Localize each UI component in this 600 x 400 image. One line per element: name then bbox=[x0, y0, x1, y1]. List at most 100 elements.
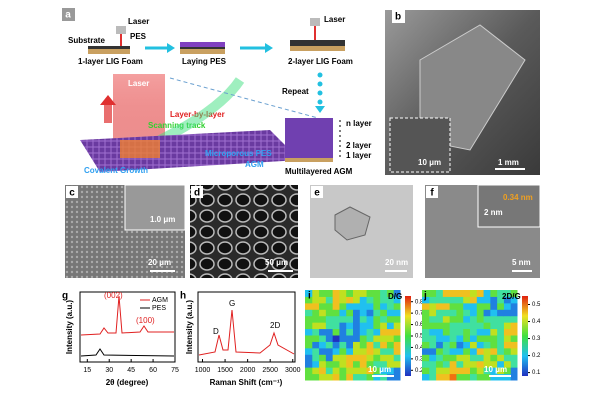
map-cell bbox=[442, 328, 450, 336]
map-cell bbox=[422, 347, 430, 355]
map-cell bbox=[366, 296, 374, 304]
map-cell bbox=[345, 367, 353, 375]
label-box bbox=[426, 186, 438, 198]
map-cell bbox=[366, 360, 374, 368]
map-cell bbox=[442, 290, 450, 297]
map-cell bbox=[449, 296, 457, 304]
map-cell bbox=[318, 290, 326, 297]
axes bbox=[197, 291, 296, 363]
map-cell bbox=[449, 335, 457, 342]
map-cell bbox=[352, 328, 360, 336]
map-cell bbox=[325, 360, 333, 368]
map-cell bbox=[311, 354, 320, 362]
peak-label: (002) bbox=[104, 291, 123, 300]
map-cell bbox=[318, 341, 326, 349]
map-cell bbox=[332, 309, 340, 317]
arrow-head bbox=[167, 43, 175, 53]
map-cell bbox=[469, 367, 477, 375]
map-cell bbox=[476, 309, 484, 317]
map-cell bbox=[462, 302, 470, 310]
scale-bar bbox=[512, 270, 532, 272]
map-cell bbox=[338, 296, 347, 304]
map-cell bbox=[483, 373, 491, 381]
map-cell bbox=[379, 302, 387, 310]
map-cell bbox=[345, 335, 353, 342]
map-cell bbox=[489, 302, 498, 310]
map-cell bbox=[318, 354, 326, 362]
map-cell bbox=[489, 341, 498, 349]
map-cell bbox=[332, 322, 340, 330]
map-cell bbox=[489, 296, 498, 304]
text: Repeat bbox=[282, 87, 309, 96]
arrow-head bbox=[265, 43, 273, 53]
map-cell bbox=[372, 315, 381, 323]
map-cell bbox=[510, 373, 518, 381]
map-cell bbox=[372, 341, 381, 349]
map-cell bbox=[442, 315, 450, 323]
colorbar-tick-label: 0.4 bbox=[532, 319, 541, 325]
map-cell bbox=[325, 290, 333, 297]
map-cell bbox=[305, 296, 313, 304]
map-cell bbox=[393, 367, 401, 375]
map-cell bbox=[496, 354, 504, 362]
panel-a: a Laser Substrate PES 1-layer LIG Foam L… bbox=[62, 8, 372, 176]
map-cell bbox=[318, 328, 326, 336]
colorbar bbox=[522, 296, 528, 376]
map-cell bbox=[476, 360, 484, 368]
map-cell bbox=[366, 373, 374, 381]
scale-bar bbox=[372, 375, 394, 377]
sem-image bbox=[190, 185, 298, 278]
map-cell bbox=[442, 367, 450, 375]
map-cell bbox=[345, 296, 353, 304]
map-cell bbox=[483, 347, 491, 355]
panel-e: e 20 nm bbox=[310, 185, 413, 278]
map-cell bbox=[332, 290, 340, 297]
map-cell bbox=[428, 367, 437, 375]
map-cell bbox=[359, 354, 367, 362]
map-cell bbox=[311, 360, 320, 368]
map-cell bbox=[379, 309, 387, 317]
map-cell bbox=[422, 354, 430, 362]
map-cell bbox=[366, 309, 374, 317]
map-cell bbox=[352, 354, 360, 362]
map-cell bbox=[379, 315, 387, 323]
text: 2-layer LIG Foam bbox=[288, 57, 353, 66]
y-axis-label: Intensity (a.u.) bbox=[65, 300, 74, 355]
map-cell bbox=[311, 335, 320, 342]
layer bbox=[290, 40, 345, 43]
text: 1-layer LIG Foam bbox=[78, 57, 143, 66]
colorbar-tick-label: 0.5 bbox=[415, 334, 424, 340]
map-cell bbox=[449, 373, 457, 381]
text: Laser bbox=[128, 17, 149, 26]
map-cell bbox=[503, 328, 511, 336]
map-cell bbox=[469, 328, 477, 336]
map-cell bbox=[455, 367, 464, 375]
map-cell bbox=[503, 290, 511, 297]
map-cell bbox=[476, 335, 484, 342]
x-tick-label: 15 bbox=[83, 367, 91, 374]
map-cell bbox=[325, 322, 333, 330]
label-box bbox=[62, 8, 75, 21]
map-cell bbox=[510, 347, 518, 355]
map-cell bbox=[476, 302, 484, 310]
map-cell bbox=[455, 315, 464, 323]
map-cell bbox=[503, 296, 511, 304]
map-cell bbox=[489, 367, 498, 375]
map-cell bbox=[372, 296, 381, 304]
map-cell bbox=[476, 367, 484, 375]
colorbar-tick-label: 0.2 bbox=[532, 353, 541, 359]
map-cell bbox=[372, 360, 381, 368]
panel-label: b bbox=[395, 12, 401, 23]
panel-c: c 1.0 μm 20 μm bbox=[65, 184, 186, 278]
map-cell bbox=[483, 360, 491, 368]
map-cell bbox=[510, 360, 518, 368]
map-cell bbox=[469, 296, 477, 304]
map-cell bbox=[483, 309, 491, 317]
map-cell bbox=[489, 290, 498, 297]
map-cell bbox=[462, 290, 470, 297]
map-cell bbox=[311, 322, 320, 330]
map-cell bbox=[352, 341, 360, 349]
panel-i: i D/G 10 μm 0.2 0.3 0.4 0.5 0.6 0.7 0.8 bbox=[305, 290, 424, 381]
map-cell bbox=[489, 335, 498, 342]
colorbar-tick-label: 0.7 bbox=[415, 311, 424, 317]
